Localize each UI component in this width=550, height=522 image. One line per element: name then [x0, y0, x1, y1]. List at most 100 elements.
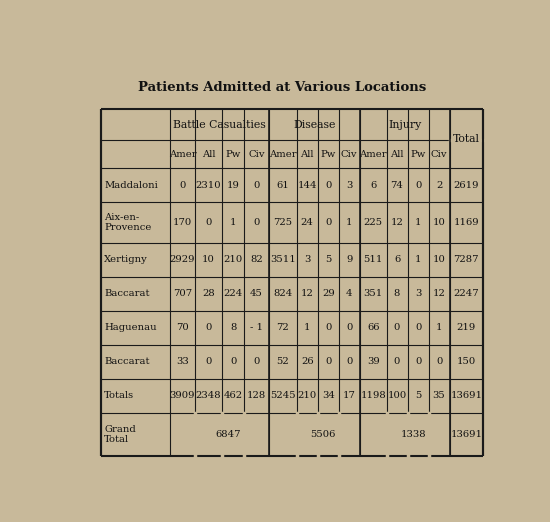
Text: 1: 1	[415, 255, 421, 264]
Text: 28: 28	[202, 289, 215, 298]
Text: 2929: 2929	[170, 255, 195, 264]
Text: 66: 66	[367, 323, 380, 332]
Text: 210: 210	[298, 391, 317, 400]
Text: 7287: 7287	[454, 255, 479, 264]
Text: 61: 61	[277, 181, 289, 190]
Text: - 1: - 1	[250, 323, 263, 332]
Text: 34: 34	[322, 391, 334, 400]
Text: 10: 10	[202, 255, 215, 264]
Text: 45: 45	[250, 289, 263, 298]
Text: 1: 1	[415, 218, 421, 227]
Text: 13691: 13691	[450, 391, 482, 400]
Text: 4: 4	[346, 289, 353, 298]
Text: Disease: Disease	[293, 120, 336, 129]
Text: 225: 225	[364, 218, 383, 227]
Text: 2348: 2348	[196, 391, 221, 400]
Text: 144: 144	[298, 181, 317, 190]
Text: 462: 462	[223, 391, 243, 400]
Text: 2310: 2310	[196, 181, 221, 190]
Text: 100: 100	[387, 391, 406, 400]
Text: 0: 0	[325, 323, 332, 332]
Text: 82: 82	[250, 255, 263, 264]
Text: 0: 0	[205, 218, 212, 227]
Text: 0: 0	[179, 181, 186, 190]
Text: 0: 0	[394, 323, 400, 332]
Text: 1338: 1338	[400, 430, 426, 438]
Text: 6: 6	[394, 255, 400, 264]
Text: 35: 35	[433, 391, 446, 400]
Text: 351: 351	[364, 289, 383, 298]
Text: 5: 5	[325, 255, 332, 264]
Text: Pw: Pw	[226, 150, 241, 159]
Text: Civ: Civ	[248, 150, 265, 159]
Text: Pw: Pw	[321, 150, 336, 159]
Text: 1169: 1169	[454, 218, 479, 227]
Text: 10: 10	[433, 255, 446, 264]
Text: 128: 128	[247, 391, 266, 400]
Text: Amer: Amer	[169, 150, 196, 159]
Text: 3511: 3511	[270, 255, 296, 264]
Text: 72: 72	[277, 323, 289, 332]
Text: 3: 3	[304, 255, 310, 264]
Text: Total: Total	[453, 134, 480, 144]
Text: 39: 39	[367, 357, 380, 366]
Text: 511: 511	[364, 255, 383, 264]
Text: Xertigny: Xertigny	[104, 255, 148, 264]
Text: 0: 0	[436, 357, 442, 366]
Text: 219: 219	[456, 323, 476, 332]
Text: 725: 725	[273, 218, 293, 227]
Text: 26: 26	[301, 357, 314, 366]
Text: 0: 0	[205, 357, 212, 366]
Text: 33: 33	[176, 357, 189, 366]
Text: 3: 3	[415, 289, 421, 298]
Text: 1198: 1198	[360, 391, 386, 400]
Text: Pw: Pw	[410, 150, 426, 159]
Text: 6847: 6847	[215, 430, 241, 438]
Text: 0: 0	[325, 357, 332, 366]
Text: 8: 8	[230, 323, 236, 332]
Text: 5: 5	[415, 391, 421, 400]
Text: 9: 9	[346, 255, 353, 264]
Text: Baccarat: Baccarat	[104, 289, 150, 298]
Text: 2247: 2247	[454, 289, 479, 298]
Text: 12: 12	[301, 289, 314, 298]
Text: 5506: 5506	[310, 430, 336, 438]
Text: Amer: Amer	[359, 150, 387, 159]
Text: 0: 0	[394, 357, 400, 366]
Text: Civ: Civ	[341, 150, 358, 159]
Text: 224: 224	[223, 289, 243, 298]
Text: 1: 1	[230, 218, 236, 227]
Text: 0: 0	[325, 218, 332, 227]
Text: 1: 1	[346, 218, 353, 227]
Text: 10: 10	[433, 218, 446, 227]
Text: 12: 12	[390, 218, 404, 227]
Text: 0: 0	[415, 357, 421, 366]
Text: 1: 1	[304, 323, 310, 332]
Text: 24: 24	[301, 218, 314, 227]
Text: 2: 2	[436, 181, 442, 190]
Text: 210: 210	[223, 255, 243, 264]
Text: 0: 0	[346, 323, 353, 332]
Text: 19: 19	[227, 181, 240, 190]
Text: 0: 0	[205, 323, 212, 332]
Text: Baccarat: Baccarat	[104, 357, 150, 366]
Text: Totals: Totals	[104, 391, 134, 400]
Text: 74: 74	[390, 181, 404, 190]
Text: 17: 17	[343, 391, 356, 400]
Text: 0: 0	[346, 357, 353, 366]
Text: 0: 0	[254, 218, 260, 227]
Text: 3: 3	[346, 181, 353, 190]
Text: Aix-en-
Provence: Aix-en- Provence	[104, 213, 151, 232]
Text: 6: 6	[370, 181, 376, 190]
Text: Grand
Total: Grand Total	[104, 424, 136, 444]
Text: 0: 0	[254, 357, 260, 366]
Text: 0: 0	[230, 357, 236, 366]
Text: 0: 0	[254, 181, 260, 190]
Text: Injury: Injury	[388, 120, 421, 129]
Text: 12: 12	[433, 289, 446, 298]
Text: Haguenau: Haguenau	[104, 323, 157, 332]
Text: 29: 29	[322, 289, 334, 298]
Text: 3909: 3909	[170, 391, 195, 400]
Text: 2619: 2619	[454, 181, 479, 190]
Text: 5245: 5245	[270, 391, 295, 400]
